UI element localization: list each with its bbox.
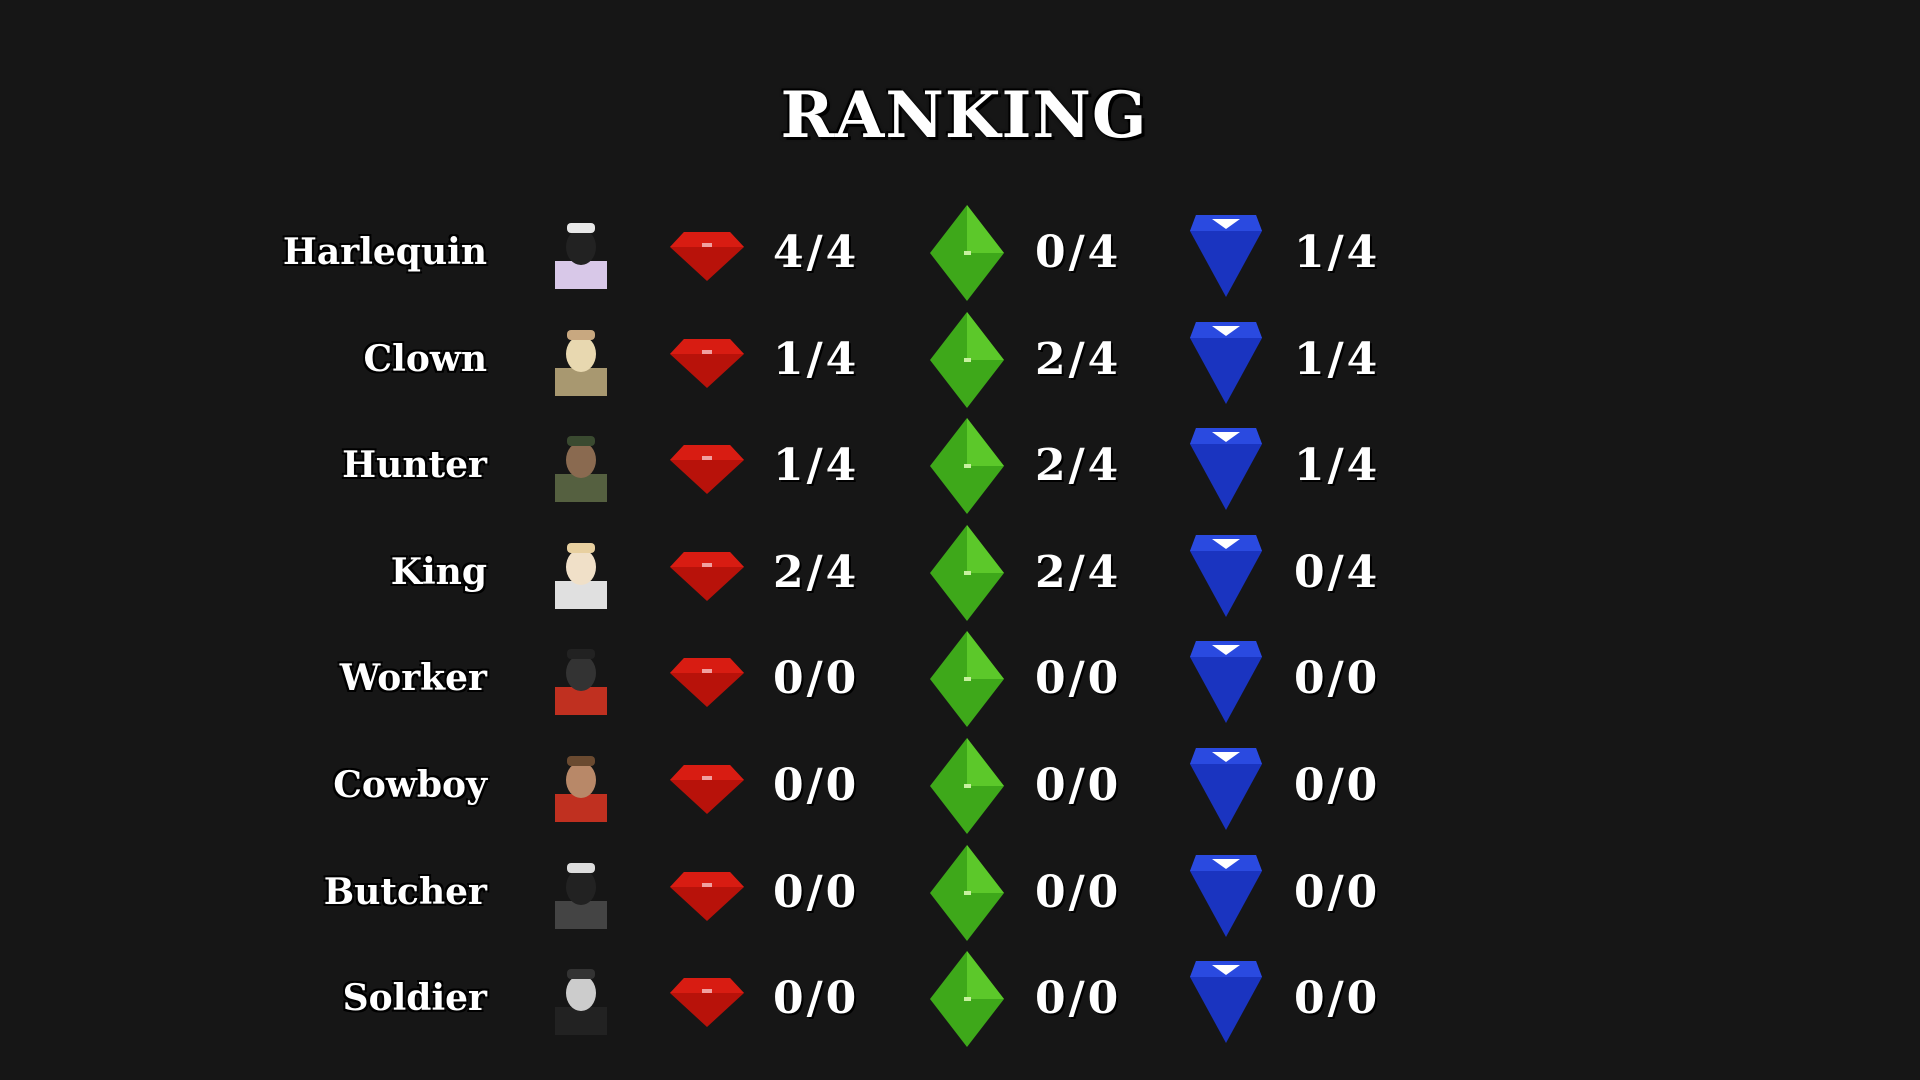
green-score: 2/4	[1035, 546, 1122, 598]
blue-score: 0/0	[1294, 760, 1381, 811]
ranking-row: Soldier 0/0 0/0 0/0	[0, 949, 1920, 1049]
blue-score: 1/4	[1294, 440, 1381, 492]
red-score: 2/4	[773, 546, 860, 598]
blue-score: 1/4	[1294, 333, 1381, 385]
ranking-row: Worker 0/0 0/0 0/0	[0, 629, 1920, 729]
blue-gem-icon	[1190, 428, 1262, 511]
ranking-row: Harlequin 4/4 0/4 1/4	[0, 203, 1920, 303]
blue-gem-icon	[1190, 321, 1262, 404]
ranking-row: Cowboy 0/0 0/0 0/0	[0, 736, 1920, 836]
green-score: 0/0	[1035, 973, 1122, 1025]
character-portrait-icon	[545, 963, 617, 1036]
page-title: RANKING	[780, 78, 1148, 153]
green-gem-icon	[930, 631, 1004, 728]
blue-gem-icon	[1190, 748, 1262, 830]
character-portrait-icon	[545, 643, 617, 716]
blue-gem-icon	[1190, 534, 1262, 617]
character-name: Soldier	[342, 977, 487, 1020]
green-gem-icon	[930, 738, 1004, 834]
red-gem-icon	[670, 551, 744, 601]
green-gem-icon	[930, 951, 1004, 1048]
red-score: 0/0	[773, 973, 860, 1025]
ranking-row: Butcher 0/0 0/0 0/0	[0, 843, 1920, 943]
ranking-row: King 2/4 2/4 0/4	[0, 523, 1920, 623]
character-name: Cowboy	[333, 764, 487, 806]
red-gem-icon	[670, 765, 744, 814]
red-score: 0/0	[773, 760, 860, 811]
character-portrait-icon	[545, 217, 617, 289]
blue-gem-icon	[1190, 854, 1262, 937]
green-gem-icon	[930, 205, 1004, 301]
green-score: 0/4	[1035, 227, 1122, 278]
red-gem-icon	[670, 871, 744, 921]
green-gem-icon	[930, 524, 1004, 621]
red-score: 4/4	[773, 227, 860, 278]
character-portrait-icon	[545, 323, 617, 396]
red-score: 0/0	[773, 653, 860, 705]
blue-gem-icon	[1190, 215, 1262, 297]
blue-score: 0/0	[1294, 866, 1381, 918]
red-gem-icon	[670, 445, 744, 495]
red-score: 1/4	[773, 333, 860, 385]
character-portrait-icon	[545, 750, 617, 822]
red-gem-icon	[670, 232, 744, 281]
character-portrait-icon	[545, 430, 617, 503]
character-name: Clown	[363, 337, 487, 380]
blue-gem-icon	[1190, 641, 1262, 724]
green-score: 0/0	[1035, 760, 1122, 811]
character-name: Harlequin	[282, 231, 487, 273]
ranking-row: Clown 1/4 2/4 1/4	[0, 310, 1920, 410]
character-name: Hunter	[342, 444, 487, 487]
character-name: Butcher	[323, 870, 487, 913]
blue-score: 0/4	[1294, 546, 1381, 598]
green-gem-icon	[930, 311, 1004, 408]
blue-score: 0/0	[1294, 653, 1381, 705]
red-gem-icon	[670, 338, 744, 388]
blue-gem-icon	[1190, 961, 1262, 1044]
red-gem-icon	[670, 658, 744, 708]
blue-score: 0/0	[1294, 973, 1381, 1025]
character-portrait-icon	[545, 536, 617, 609]
character-portrait-icon	[545, 856, 617, 929]
green-gem-icon	[930, 418, 1004, 515]
red-score: 0/0	[773, 866, 860, 918]
green-score: 0/0	[1035, 653, 1122, 705]
red-gem-icon	[670, 978, 744, 1028]
green-score: 2/4	[1035, 333, 1122, 385]
green-score: 0/0	[1035, 866, 1122, 918]
green-gem-icon	[930, 844, 1004, 941]
character-name: Worker	[339, 657, 487, 700]
ranking-row: Hunter 1/4 2/4 1/4	[0, 416, 1920, 516]
green-score: 2/4	[1035, 440, 1122, 492]
blue-score: 1/4	[1294, 227, 1381, 278]
character-name: King	[390, 550, 487, 593]
red-score: 1/4	[773, 440, 860, 492]
